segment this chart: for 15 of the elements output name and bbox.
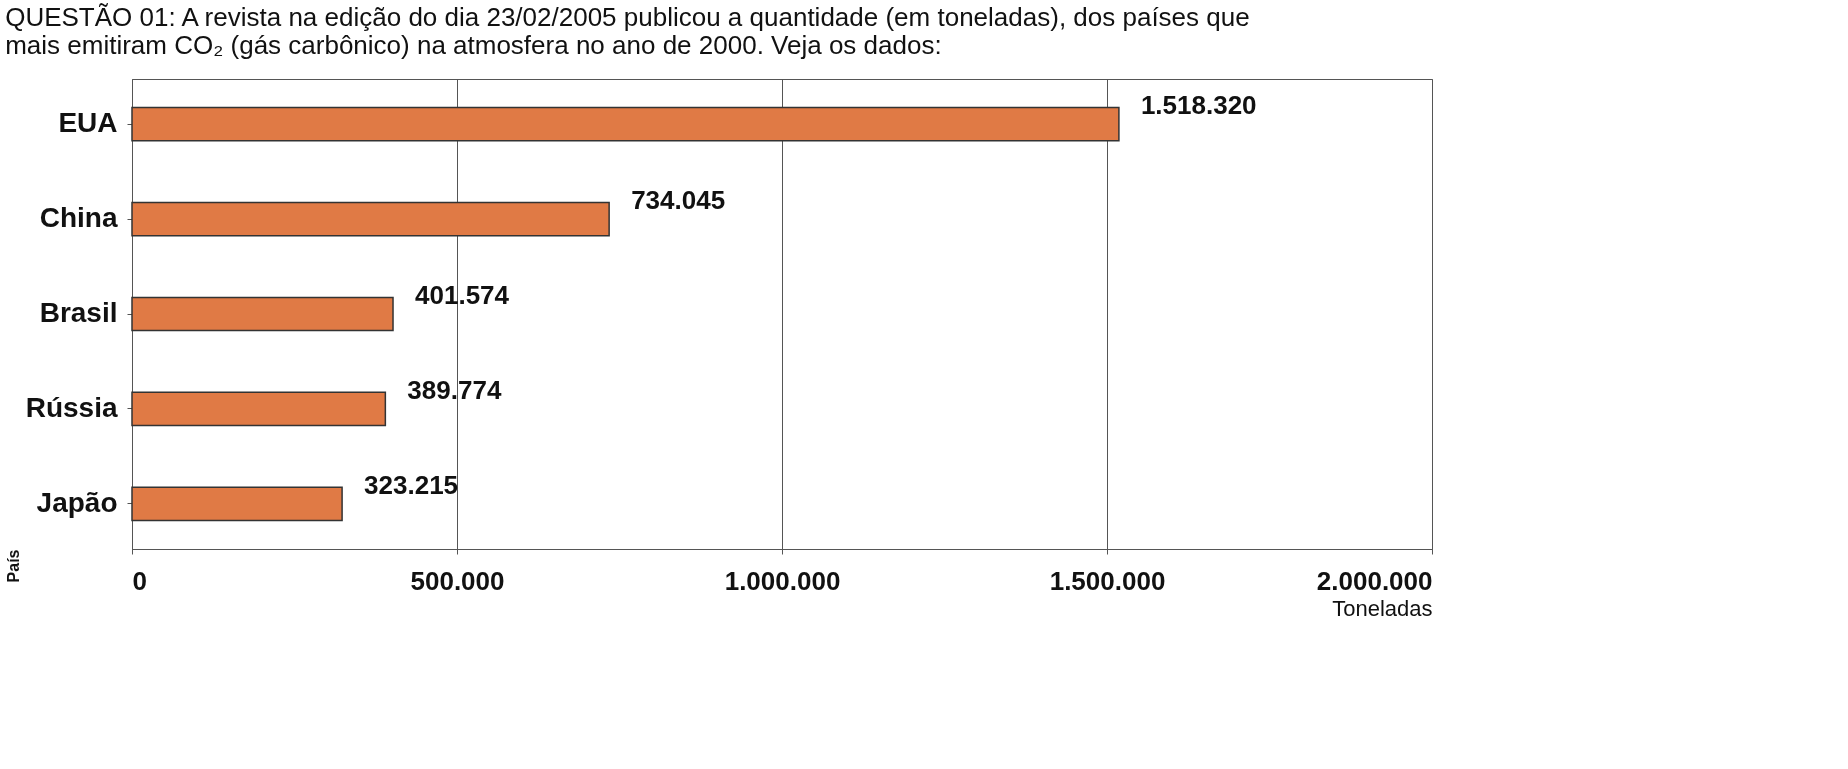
y-tick-label: Rússia [25,391,118,423]
x-axis-title: Toneladas [1332,595,1433,621]
y-tick-label: Brasil [39,297,118,328]
x-tick-label: 1.000.000 [724,565,841,596]
y-tick-label: EUA [58,107,118,139]
x-tick-label: 0 [132,565,147,596]
x-tick-label: 500.000 [410,565,505,596]
chart-title: QUESTÃO 01: A revista na edição do dia 23/02/2005 publicou a quantidade (em toneladas), dos países que mais emitiram CO₂ (gás carbônico) na atmosfera no ano de 2000. Veja os dados: [5,2,1250,60]
x-tick-label: 2.000.000 [1316,565,1433,596]
x-tick-label: 1.500.000 [1049,565,1166,596]
data-label: 1.518.320 [1140,90,1257,121]
data-label: 734.045 [631,185,726,216]
y-axis-title: País [4,549,22,583]
y-tick-label: China [39,202,118,234]
y-tick-label: Japão [36,486,118,518]
